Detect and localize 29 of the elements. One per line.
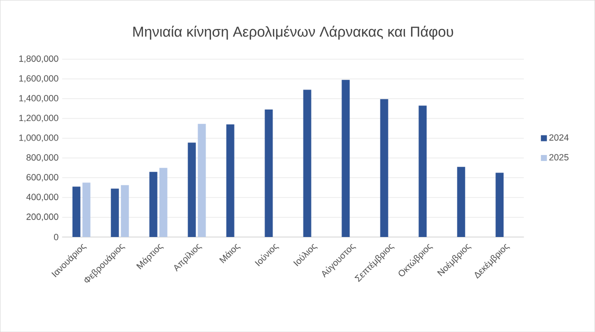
chart-title: Μηνιαία κίνηση Αερολιμένων Λάρνακας και Πάφου <box>133 26 454 40</box>
bar <box>264 109 273 237</box>
bar <box>110 188 119 237</box>
y-tick-label: 800,000 <box>26 154 58 162</box>
bar <box>418 106 427 237</box>
bar <box>120 185 129 237</box>
y-tick-label: 1,800,000 <box>19 55 58 63</box>
bar <box>342 80 350 237</box>
bar <box>457 166 466 237</box>
y-tick-label: 1,400,000 <box>19 94 58 102</box>
bar <box>159 168 168 237</box>
bar <box>72 186 80 237</box>
bar <box>496 172 504 237</box>
legend-label: 2024 <box>549 134 569 141</box>
bar <box>149 172 158 237</box>
y-tick-label: 600,000 <box>26 174 58 182</box>
y-tick-label: 200,000 <box>26 213 58 221</box>
bar <box>226 124 234 237</box>
y-tick-label: 1,200,000 <box>19 114 58 122</box>
bar <box>380 99 388 237</box>
bar <box>188 142 196 237</box>
bar <box>303 90 312 237</box>
y-tick-label: 1,000,000 <box>19 134 58 142</box>
bar <box>82 182 90 237</box>
y-tick-label: 0 <box>54 234 58 240</box>
y-tick-label: 400,000 <box>26 194 58 202</box>
legend-label: 2025 <box>549 154 569 160</box>
bar <box>198 124 206 237</box>
y-tick-label: 1,600,000 <box>19 75 58 83</box>
